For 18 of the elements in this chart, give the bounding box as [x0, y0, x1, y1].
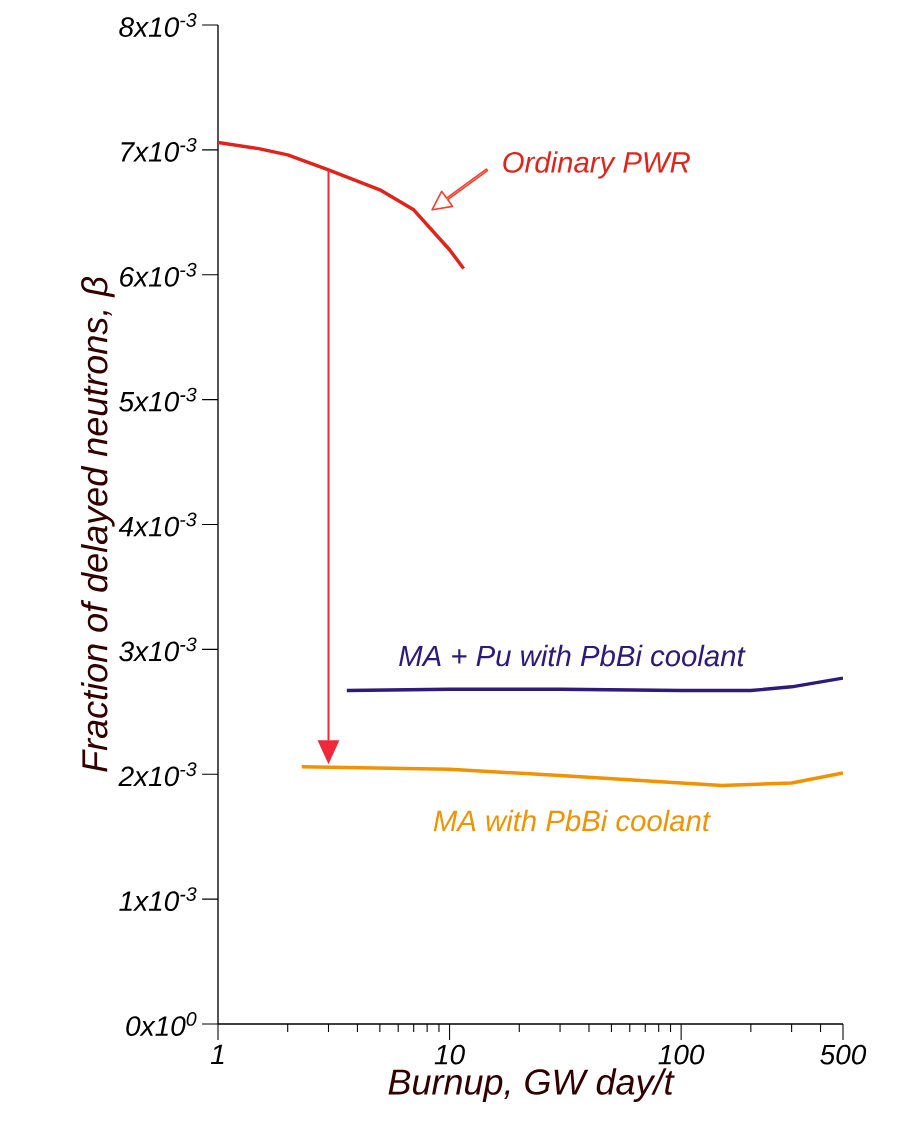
x-tick-label: 500 [820, 1044, 867, 1065]
y-tick-label: 8x10$^{-3}$ [119, 13, 197, 37]
y-axis-title: Fraction of delayed neutrons, β [81, 277, 115, 772]
series-label: MA with PbBi coolant [433, 809, 711, 832]
y-tick-label: 1x10$^{-3}$ [119, 887, 197, 912]
text: Ordinary PWR [503, 151, 690, 179]
y-tick-label: 0x10$^{0}$ [126, 1012, 197, 1036]
x-tick-label: 1 [210, 1044, 224, 1064]
y-tick-label: 6x10$^{-3}$ [120, 262, 197, 287]
x-tick-label: 100 [658, 1044, 705, 1065]
x-tick-label: 10 [434, 1044, 465, 1065]
y-tick-label: 2x10$^{-3}$ [118, 762, 197, 787]
y-tick-label: 4x10$^{-3}$ [118, 512, 197, 537]
x-axis-title: Burnup, GW day/t [388, 1068, 675, 1102]
series-label: MA + Pu with PbBi coolant [399, 644, 746, 667]
y-tick-label: 3x10$^{-3}$ [119, 637, 197, 662]
y-tick-label: 5x10$^{-3}$ [119, 387, 197, 412]
y-tick-label: 7x10$^{-3}$ [121, 137, 197, 162]
